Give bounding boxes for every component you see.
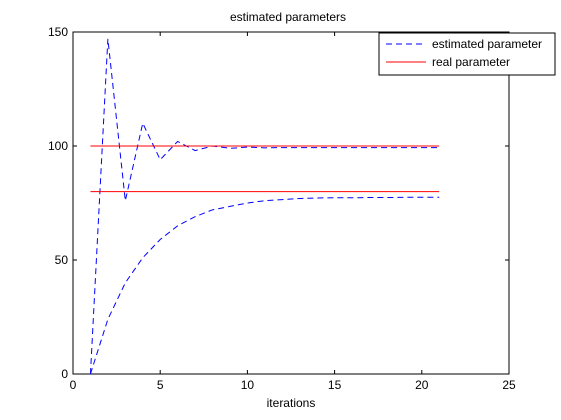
x-tick-label: 15 xyxy=(328,378,342,392)
y-tick-label: 50 xyxy=(55,253,69,267)
legend-box xyxy=(378,32,556,76)
y-tick-label: 0 xyxy=(61,367,68,381)
series-lines xyxy=(89,38,440,375)
y-tick-label: 150 xyxy=(48,25,68,39)
x-tick-label: 5 xyxy=(157,378,164,392)
y-tick-label: 100 xyxy=(48,139,68,153)
x-tick-label: 10 xyxy=(241,378,255,392)
estimated-parameter-line-1 xyxy=(89,196,440,375)
x-tick-label: 20 xyxy=(415,378,429,392)
estimated-parameter-line-0 xyxy=(89,38,440,375)
x-tick-label: 0 xyxy=(70,378,77,392)
legend-entry-real: real parameter xyxy=(432,55,510,69)
legend-entry-estimated: estimated parameter xyxy=(432,37,542,51)
x-tick-label: 25 xyxy=(502,378,516,392)
plot-area xyxy=(72,31,510,375)
legend: estimated parameter real parameter xyxy=(378,32,556,76)
axis-ticks: 0 5 10 15 20 25 0 50 100 150 xyxy=(48,25,516,392)
x-axis-label: iterations xyxy=(267,396,316,410)
chart-title: estimated parameters xyxy=(230,10,346,24)
